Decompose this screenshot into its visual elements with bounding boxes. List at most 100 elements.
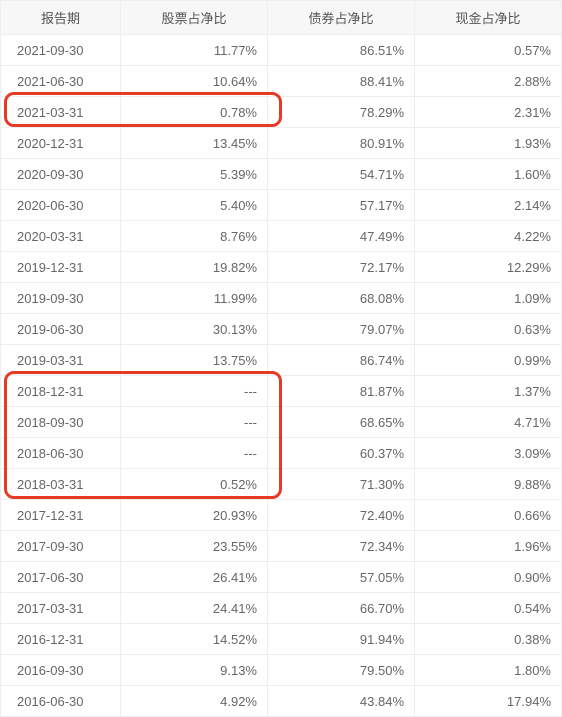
cell-bond: 78.29% bbox=[268, 97, 415, 128]
cell-bond: 79.07% bbox=[268, 314, 415, 345]
cell-bond: 43.84% bbox=[268, 686, 415, 717]
cell-stock: 0.78% bbox=[121, 97, 268, 128]
cell-cash: 2.14% bbox=[415, 190, 562, 221]
header-stock: 股票占净比 bbox=[121, 1, 268, 35]
cell-stock: --- bbox=[121, 438, 268, 469]
header-bond: 债券占净比 bbox=[268, 1, 415, 35]
table-row: 2020-12-3113.45%80.91%1.93% bbox=[1, 128, 562, 159]
cell-cash: 0.54% bbox=[415, 593, 562, 624]
cell-stock: 26.41% bbox=[121, 562, 268, 593]
cell-stock: 5.40% bbox=[121, 190, 268, 221]
header-row: 报告期 股票占净比 债券占净比 现金占净比 bbox=[1, 1, 562, 35]
table-row: 2019-09-3011.99%68.08%1.09% bbox=[1, 283, 562, 314]
cell-date: 2021-03-31 bbox=[1, 97, 121, 128]
cell-date: 2019-09-30 bbox=[1, 283, 121, 314]
cell-date: 2018-09-30 bbox=[1, 407, 121, 438]
table-row: 2016-12-3114.52%91.94%0.38% bbox=[1, 624, 562, 655]
table-row: 2019-03-3113.75%86.74%0.99% bbox=[1, 345, 562, 376]
cell-cash: 9.88% bbox=[415, 469, 562, 500]
cell-bond: 72.17% bbox=[268, 252, 415, 283]
cell-date: 2017-03-31 bbox=[1, 593, 121, 624]
table-row: 2018-06-30---60.37%3.09% bbox=[1, 438, 562, 469]
cell-cash: 1.93% bbox=[415, 128, 562, 159]
cell-bond: 60.37% bbox=[268, 438, 415, 469]
cell-cash: 1.09% bbox=[415, 283, 562, 314]
table-row: 2017-09-3023.55%72.34%1.96% bbox=[1, 531, 562, 562]
cell-bond: 86.51% bbox=[268, 35, 415, 66]
table-row: 2017-06-3026.41%57.05%0.90% bbox=[1, 562, 562, 593]
table-row: 2021-09-3011.77%86.51%0.57% bbox=[1, 35, 562, 66]
cell-date: 2016-12-31 bbox=[1, 624, 121, 655]
allocation-table-wrap: 报告期 股票占净比 债券占净比 现金占净比 2021-09-3011.77%86… bbox=[0, 0, 562, 717]
table-body: 2021-09-3011.77%86.51%0.57%2021-06-3010.… bbox=[1, 35, 562, 717]
cell-bond: 72.40% bbox=[268, 500, 415, 531]
cell-bond: 68.65% bbox=[268, 407, 415, 438]
table-row: 2018-12-31---81.87%1.37% bbox=[1, 376, 562, 407]
cell-stock: 11.99% bbox=[121, 283, 268, 314]
cell-date: 2019-06-30 bbox=[1, 314, 121, 345]
header-cash: 现金占净比 bbox=[415, 1, 562, 35]
cell-stock: 14.52% bbox=[121, 624, 268, 655]
cell-date: 2018-03-31 bbox=[1, 469, 121, 500]
cell-cash: 4.22% bbox=[415, 221, 562, 252]
cell-cash: 2.88% bbox=[415, 66, 562, 97]
cell-date: 2018-12-31 bbox=[1, 376, 121, 407]
cell-cash: 1.96% bbox=[415, 531, 562, 562]
cell-date: 2020-06-30 bbox=[1, 190, 121, 221]
cell-stock: 5.39% bbox=[121, 159, 268, 190]
cell-cash: 1.60% bbox=[415, 159, 562, 190]
cell-cash: 1.80% bbox=[415, 655, 562, 686]
cell-bond: 72.34% bbox=[268, 531, 415, 562]
table-header: 报告期 股票占净比 债券占净比 现金占净比 bbox=[1, 1, 562, 35]
cell-date: 2017-09-30 bbox=[1, 531, 121, 562]
table-row: 2021-03-310.78%78.29%2.31% bbox=[1, 97, 562, 128]
cell-bond: 71.30% bbox=[268, 469, 415, 500]
cell-cash: 3.09% bbox=[415, 438, 562, 469]
table-row: 2020-09-305.39%54.71%1.60% bbox=[1, 159, 562, 190]
table-row: 2020-06-305.40%57.17%2.14% bbox=[1, 190, 562, 221]
cell-bond: 88.41% bbox=[268, 66, 415, 97]
cell-date: 2020-12-31 bbox=[1, 128, 121, 159]
cell-date: 2017-06-30 bbox=[1, 562, 121, 593]
cell-bond: 54.71% bbox=[268, 159, 415, 190]
cell-date: 2021-06-30 bbox=[1, 66, 121, 97]
table-row: 2016-06-304.92%43.84%17.94% bbox=[1, 686, 562, 717]
table-row: 2018-03-310.52%71.30%9.88% bbox=[1, 469, 562, 500]
cell-stock: 30.13% bbox=[121, 314, 268, 345]
cell-stock: 0.52% bbox=[121, 469, 268, 500]
cell-stock: 19.82% bbox=[121, 252, 268, 283]
cell-stock: --- bbox=[121, 407, 268, 438]
cell-cash: 1.37% bbox=[415, 376, 562, 407]
allocation-table: 报告期 股票占净比 债券占净比 现金占净比 2021-09-3011.77%86… bbox=[0, 0, 562, 717]
cell-cash: 0.38% bbox=[415, 624, 562, 655]
header-date: 报告期 bbox=[1, 1, 121, 35]
cell-stock: 13.45% bbox=[121, 128, 268, 159]
cell-date: 2019-12-31 bbox=[1, 252, 121, 283]
cell-bond: 79.50% bbox=[268, 655, 415, 686]
cell-bond: 57.05% bbox=[268, 562, 415, 593]
cell-cash: 0.66% bbox=[415, 500, 562, 531]
cell-stock: 23.55% bbox=[121, 531, 268, 562]
table-row: 2017-03-3124.41%66.70%0.54% bbox=[1, 593, 562, 624]
cell-bond: 81.87% bbox=[268, 376, 415, 407]
cell-date: 2016-06-30 bbox=[1, 686, 121, 717]
cell-date: 2020-09-30 bbox=[1, 159, 121, 190]
cell-cash: 0.99% bbox=[415, 345, 562, 376]
cell-bond: 68.08% bbox=[268, 283, 415, 314]
cell-date: 2017-12-31 bbox=[1, 500, 121, 531]
table-row: 2017-12-3120.93%72.40%0.66% bbox=[1, 500, 562, 531]
cell-stock: 9.13% bbox=[121, 655, 268, 686]
cell-cash: 2.31% bbox=[415, 97, 562, 128]
cell-cash: 4.71% bbox=[415, 407, 562, 438]
cell-cash: 12.29% bbox=[415, 252, 562, 283]
cell-stock: 10.64% bbox=[121, 66, 268, 97]
cell-stock: 8.76% bbox=[121, 221, 268, 252]
cell-stock: --- bbox=[121, 376, 268, 407]
table-row: 2019-06-3030.13%79.07%0.63% bbox=[1, 314, 562, 345]
cell-stock: 4.92% bbox=[121, 686, 268, 717]
cell-stock: 20.93% bbox=[121, 500, 268, 531]
cell-date: 2016-09-30 bbox=[1, 655, 121, 686]
cell-date: 2019-03-31 bbox=[1, 345, 121, 376]
table-row: 2018-09-30---68.65%4.71% bbox=[1, 407, 562, 438]
table-row: 2019-12-3119.82%72.17%12.29% bbox=[1, 252, 562, 283]
